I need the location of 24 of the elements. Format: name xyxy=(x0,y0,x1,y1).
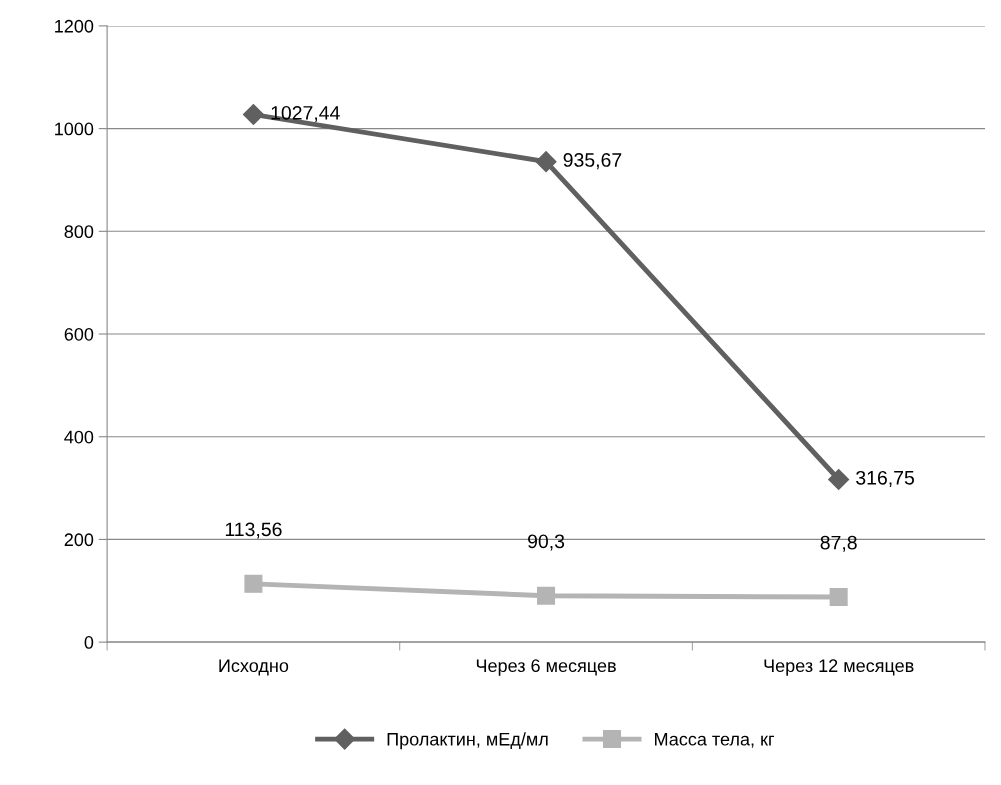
legend-label: Масса тела, кг xyxy=(655,732,774,748)
x-tick-label: Исходно xyxy=(219,659,289,676)
y-tick-label: 1000 xyxy=(55,122,94,136)
y-tick-label: 0 xyxy=(84,636,94,649)
data-label: 316,75 xyxy=(856,470,914,487)
y-tick-label: 400 xyxy=(64,430,94,444)
point xyxy=(828,468,850,490)
y-tick-label: 1200 xyxy=(55,19,94,33)
y-tick-label: 200 xyxy=(64,533,94,547)
legend-label: Пролактин, мЕд/мл xyxy=(387,732,548,750)
point xyxy=(244,574,263,593)
point xyxy=(537,586,556,605)
data-label: 87,8 xyxy=(820,535,857,552)
y-tick-label: 600 xyxy=(64,327,94,341)
x-tick-label: Через 6 месяцев xyxy=(476,659,616,676)
point xyxy=(535,151,557,173)
x-tick-label: Через 12 месяцев xyxy=(764,659,914,676)
data-label: 935,67 xyxy=(563,153,622,170)
data-label: 113,56 xyxy=(225,522,282,539)
point xyxy=(242,104,264,126)
data-label: 90,3 xyxy=(528,534,565,551)
point xyxy=(829,588,848,607)
data-label: 1027,44 xyxy=(271,105,340,123)
y-tick-label: 800 xyxy=(64,225,94,239)
